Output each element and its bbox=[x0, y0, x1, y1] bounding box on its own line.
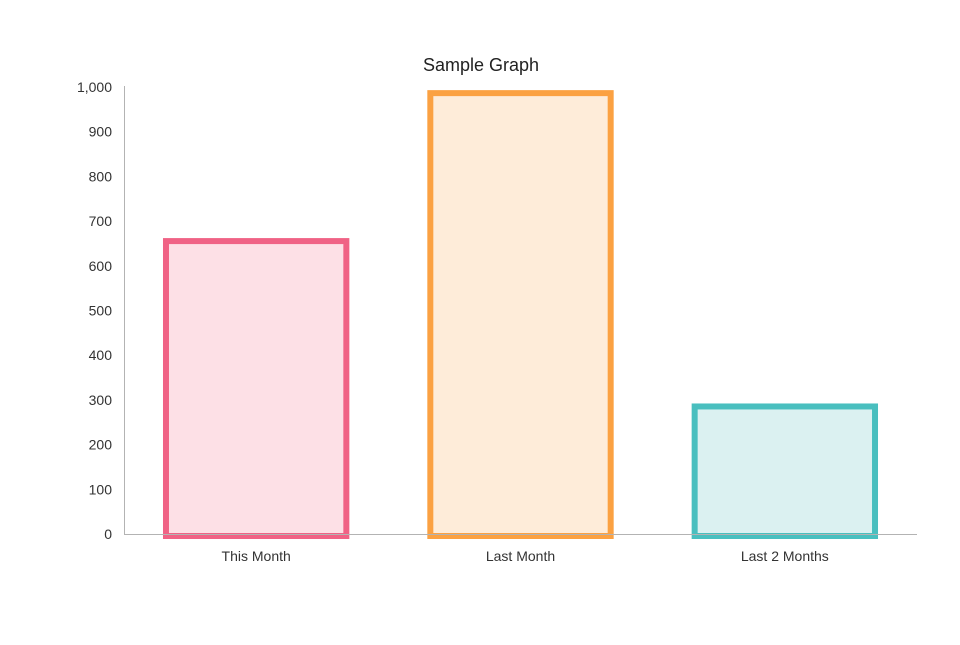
x-axis-labels: This Month Last Month Last 2 Months bbox=[222, 548, 829, 564]
bars bbox=[162, 90, 879, 540]
x-tick-label: Last 2 Months bbox=[741, 548, 829, 564]
x-tick-label: Last Month bbox=[486, 548, 555, 564]
y-tick-label: 0 bbox=[104, 526, 112, 542]
y-tick-label: 900 bbox=[89, 124, 113, 140]
chart-title: Sample Graph bbox=[423, 55, 539, 75]
y-tick-label: 300 bbox=[89, 392, 113, 408]
y-tick-label: 800 bbox=[89, 168, 113, 184]
bar[interactable] bbox=[427, 90, 614, 539]
bar[interactable] bbox=[162, 238, 350, 539]
y-tick-label: 400 bbox=[89, 347, 113, 363]
y-tick-label: 100 bbox=[89, 481, 113, 497]
y-axis-ticks: 0 100 200 300 400 500 600 700 800 900 1,000 bbox=[77, 79, 112, 542]
x-tick-label: This Month bbox=[222, 548, 291, 564]
y-tick-label: 200 bbox=[89, 437, 113, 453]
y-tick-label: 1,000 bbox=[77, 79, 112, 95]
y-tick-label: 600 bbox=[89, 258, 113, 274]
y-tick-label: 700 bbox=[89, 213, 113, 229]
bar[interactable] bbox=[691, 403, 879, 540]
y-tick-label: 500 bbox=[89, 303, 113, 319]
